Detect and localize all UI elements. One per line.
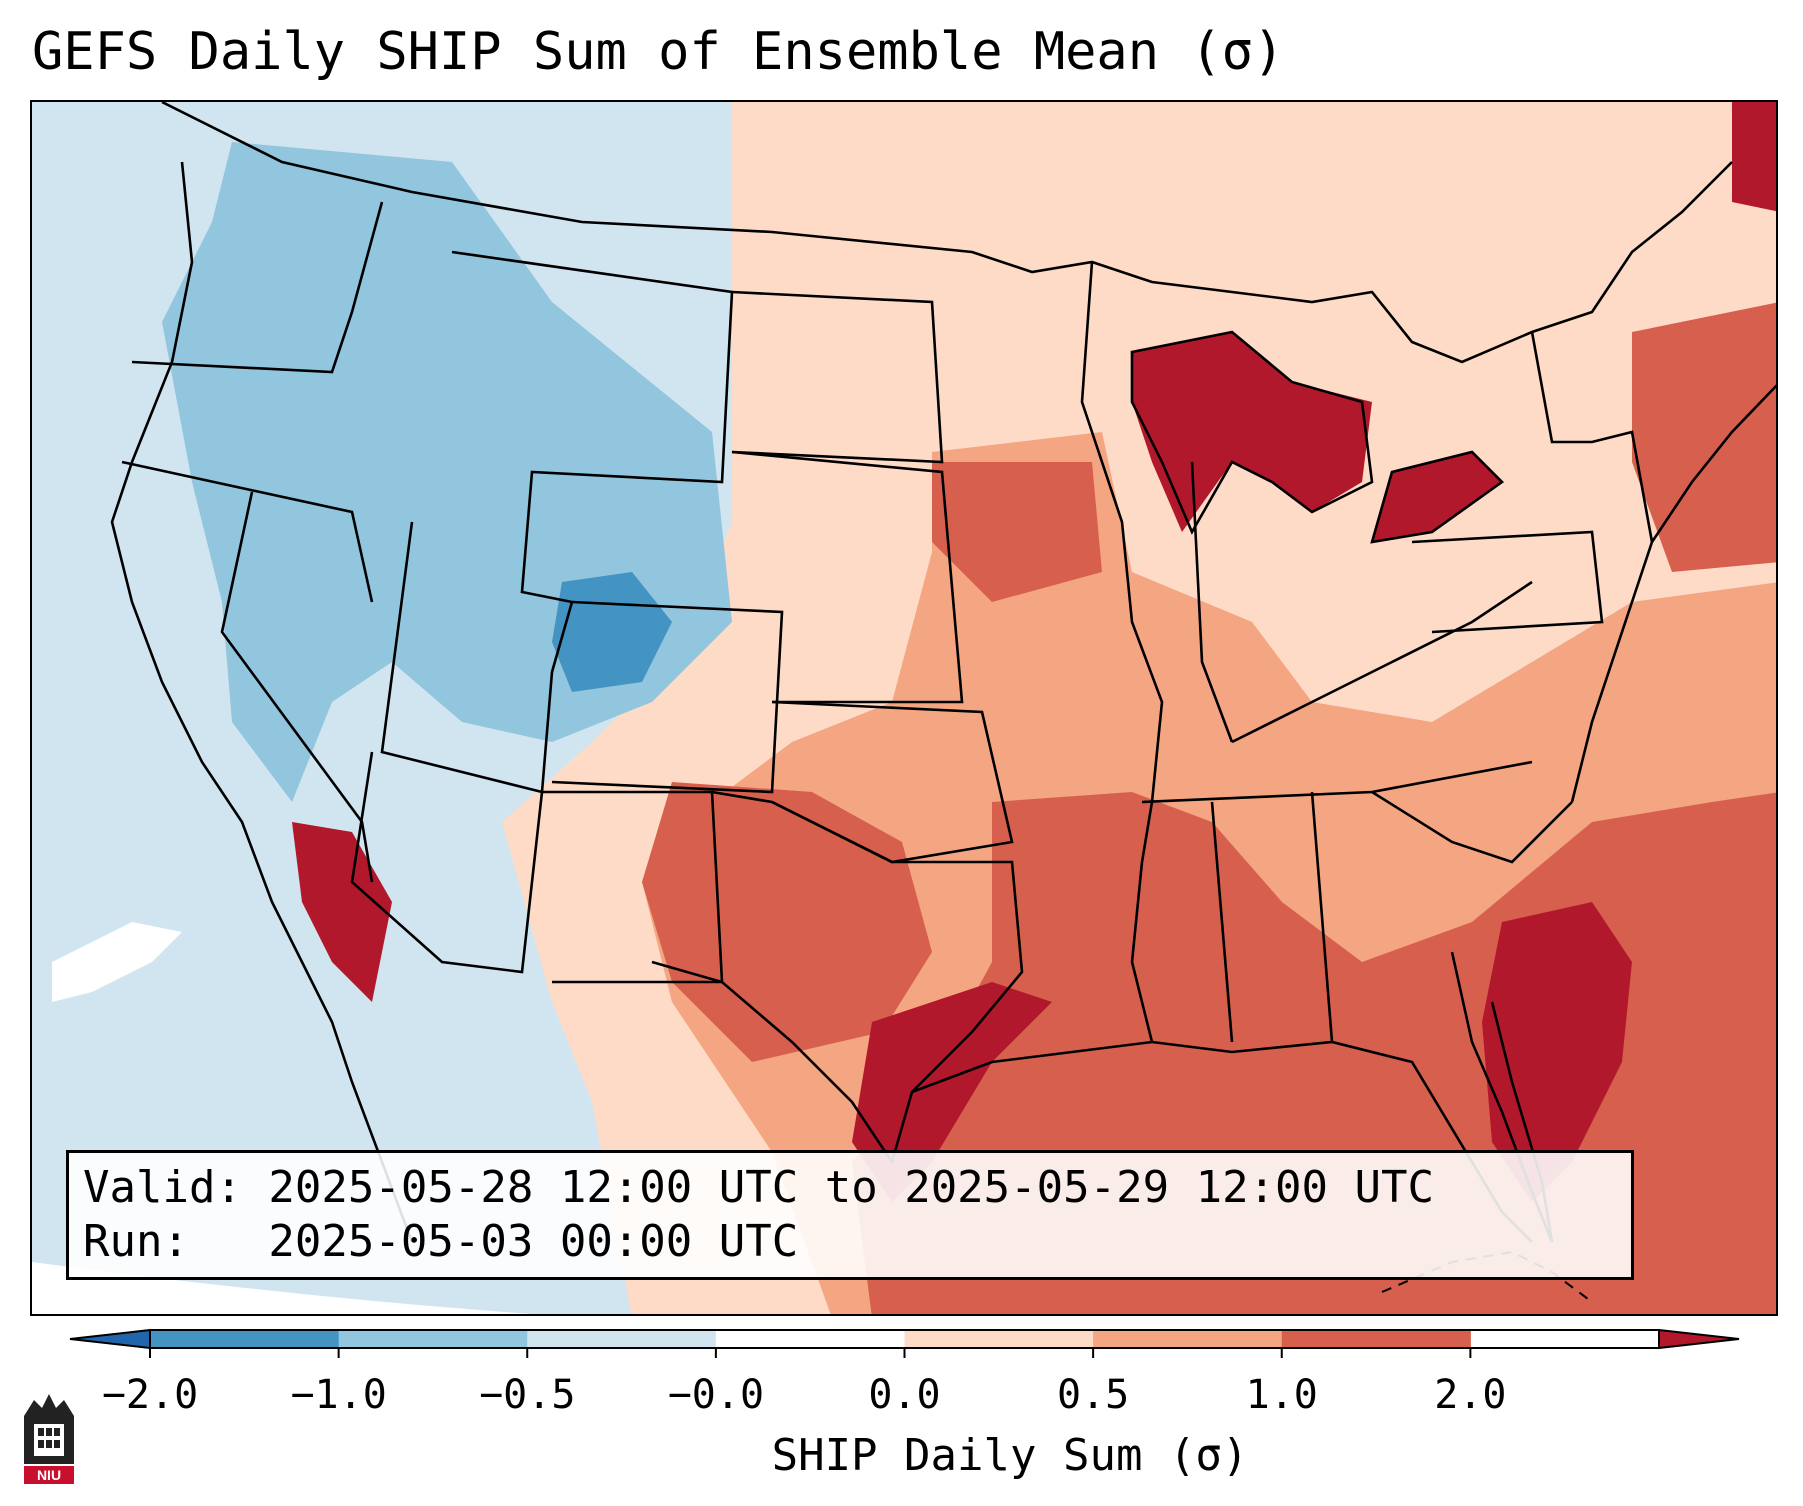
run-time-text: Run: 2025-05-03 00:00 UTC <box>83 1216 799 1267</box>
new-england-border <box>1530 331 1654 543</box>
colorbar-tick-label: 0.0 <box>868 1372 941 1418</box>
us-canada-border <box>161 102 1733 364</box>
oregon-idaho <box>131 201 384 374</box>
colorbar <box>69 1328 1740 1358</box>
nebraska-kansas <box>731 450 964 704</box>
colorbar-bin <box>715 1330 905 1348</box>
logo-text: NIU <box>37 1467 61 1483</box>
colorbar-bin <box>904 1330 1094 1348</box>
wyoming-border <box>451 250 734 604</box>
colorbar-tick-label: −0.5 <box>479 1372 576 1418</box>
political-boundaries <box>110 102 1776 1243</box>
map-edge-curve <box>32 1262 532 1314</box>
colorbar-title: SHIP Daily Sum (σ) <box>771 1430 1249 1481</box>
colorbar-tick-label: −1.0 <box>290 1372 387 1418</box>
map-panel <box>30 100 1778 1316</box>
ohio-river <box>1231 580 1533 744</box>
colorbar-tick-label: 1.0 <box>1245 1372 1318 1418</box>
cuba-outline <box>1381 1250 1593 1303</box>
mississippi-river <box>1080 261 1164 1043</box>
dakotas-border <box>731 290 944 464</box>
new-mexico-border <box>542 790 724 984</box>
colorbar-tick-label: −2.0 <box>101 1372 199 1418</box>
colorbar-bin <box>1281 1330 1471 1348</box>
southwest-max-region <box>292 822 392 1002</box>
colorbar-extend-low <box>69 1328 151 1350</box>
colorbar-bin <box>527 1330 717 1348</box>
arizona-border <box>350 751 544 974</box>
northeast-warm-region <box>1632 302 1776 572</box>
lake-erie-max-region <box>1372 452 1502 542</box>
pennsylvania-border <box>1411 530 1604 634</box>
colorbar-tick-label: −0.0 <box>667 1372 765 1418</box>
niu-logo: NIU <box>24 1394 74 1484</box>
colorbar-extend-high <box>1658 1328 1740 1350</box>
pacific-white-patch <box>52 922 182 1002</box>
nevada-border <box>220 491 374 883</box>
map-canvas <box>32 102 1776 1314</box>
west-coast <box>110 161 414 1243</box>
texas-coast-max-region <box>852 982 1052 1202</box>
alabama-georgia <box>1210 791 1334 1043</box>
valid-run-info-box: Valid: 2025-05-28 12:00 UTC to 2025-05-2… <box>66 1150 1634 1280</box>
pacific-ocean <box>32 102 508 1314</box>
figure-title: GEFS Daily SHIP Sum of Ensemble Mean (σ) <box>32 22 1285 82</box>
atlantic-max-region <box>1482 902 1632 1202</box>
east-coast <box>1570 384 1776 803</box>
oregon-california <box>121 460 374 603</box>
canada-maritime-max-region <box>1732 102 1776 212</box>
great-lakes-outline <box>1130 330 1505 544</box>
texas-border <box>651 790 1024 1166</box>
colorbar-bin <box>1093 1330 1283 1348</box>
colorbar-bin <box>150 1330 340 1348</box>
colorbar-tick-label: 2.0 <box>1434 1372 1507 1418</box>
colorbar-tick-label: 0.5 <box>1057 1372 1130 1418</box>
colorbar-bin <box>338 1330 528 1348</box>
valid-time-text: Valid: 2025-05-28 12:00 UTC to 2025-05-2… <box>83 1162 1435 1213</box>
midwest-warm-region <box>932 462 1102 602</box>
carolinas <box>1371 790 1573 864</box>
